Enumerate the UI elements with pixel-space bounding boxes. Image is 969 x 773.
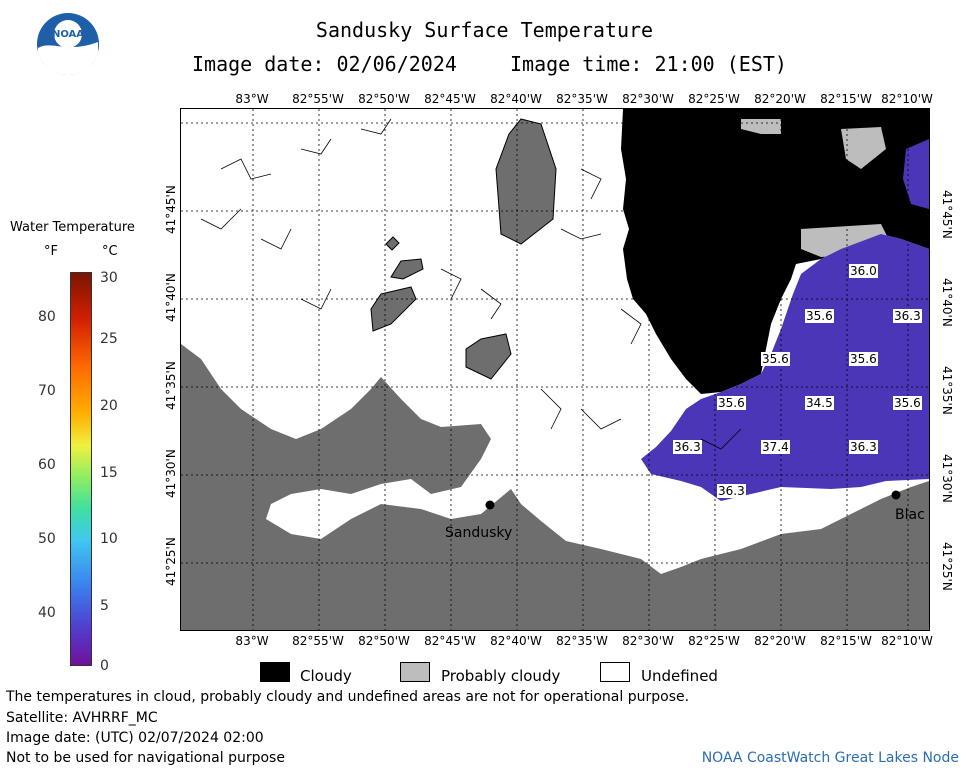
- city-marker: [891, 490, 901, 500]
- colorbar-c-tick: 10: [100, 531, 118, 547]
- lon-tick-top: 83°W: [235, 92, 269, 106]
- lon-tick-bottom: 82°55'W: [292, 634, 344, 648]
- colorbar: [70, 272, 92, 666]
- image-time: Image time: 21:00 (EST): [510, 52, 787, 76]
- lon-tick-bottom: 82°40'W: [490, 634, 542, 648]
- lon-tick-top: 82°40'W: [490, 92, 542, 106]
- lat-tick-right: 41°40'N: [940, 278, 954, 327]
- lon-tick-bottom: 82°50'W: [358, 634, 410, 648]
- lon-tick-top: 82°20'W: [754, 92, 806, 106]
- lon-tick-bottom: 82°20'W: [754, 634, 806, 648]
- lat-tick-right: 41°25'N: [940, 542, 954, 591]
- island-region: [390, 258, 424, 280]
- place-label-blac: Blac: [895, 507, 925, 523]
- lon-tick-bottom: 82°45'W: [424, 634, 476, 648]
- temp-label: 34.5: [805, 396, 834, 410]
- temp-label: 35.6: [761, 352, 790, 366]
- temp-label: 35.6: [849, 352, 878, 366]
- temp-label: 35.6: [805, 309, 834, 323]
- lon-tick-bottom: 82°30'W: [622, 634, 674, 648]
- temp-label: 36.3: [849, 440, 878, 454]
- contour-lines: [200, 118, 742, 450]
- lon-tick-bottom: 82°10'W: [881, 634, 933, 648]
- noaa-logo-text: NOAA: [52, 29, 84, 40]
- legend-swatch-undefined: [600, 662, 630, 682]
- lat-tick-right: 41°45'N: [940, 190, 954, 239]
- colorbar-f-tick: 40: [38, 605, 56, 621]
- graticule: [181, 109, 929, 630]
- legend-label-cloudy: Cloudy: [300, 667, 352, 685]
- colorbar-c-tick: 25: [100, 331, 118, 347]
- lon-tick-bottom: 83°W: [235, 634, 269, 648]
- lon-tick-bottom: 82°25'W: [688, 634, 740, 648]
- lon-tick-top: 82°45'W: [424, 92, 476, 106]
- lat-tick-left: 41°30'N: [164, 449, 178, 498]
- temp-label: 35.6: [893, 396, 922, 410]
- colorbar-c-tick: 0: [100, 658, 109, 674]
- lon-tick-bottom: 82°15'W: [820, 634, 872, 648]
- colorbar-f-tick: 60: [38, 457, 56, 473]
- colorbar-title: Water Temperature: [10, 220, 135, 235]
- footer-disclaimer: The temperatures in cloud, probably clou…: [6, 689, 690, 705]
- lon-tick-top: 82°35'W: [556, 92, 608, 106]
- lat-tick-right: 41°30'N: [940, 454, 954, 503]
- colorbar-f-tick: 70: [38, 383, 56, 399]
- lon-tick-top: 82°55'W: [292, 92, 344, 106]
- lon-tick-top: 82°25'W: [688, 92, 740, 106]
- temp-label: 35.6: [717, 396, 746, 410]
- temp-label: 37.4: [761, 440, 790, 454]
- island-region: [495, 118, 557, 245]
- footer-utc-date: Image date: (UTC) 02/07/2024 02:00: [6, 730, 264, 746]
- lat-tick-left: 41°40'N: [164, 273, 178, 322]
- land-region: [181, 344, 929, 630]
- legend-label-undefined: Undefined: [641, 667, 718, 685]
- temp-label: 36.3: [893, 309, 922, 323]
- lat-tick-left: 41°25'N: [164, 537, 178, 586]
- temp-label: 36.0: [849, 264, 878, 278]
- colorbar-unit-f: °F: [44, 244, 58, 259]
- lat-tick-left: 41°45'N: [164, 185, 178, 234]
- map-panel: Sandusky Blac 36.0 35.6 36.3 35.6 35.6 3…: [180, 108, 930, 631]
- temp-label: 36.3: [673, 440, 702, 454]
- island-region: [370, 286, 417, 332]
- colorbar-f-tick: 50: [38, 531, 56, 547]
- place-label-sandusky: Sandusky: [445, 525, 513, 541]
- lon-tick-top: 82°50'W: [358, 92, 410, 106]
- footer-satellite: Satellite: AVHRRF_MC: [6, 710, 158, 726]
- lon-tick-top: 82°30'W: [622, 92, 674, 106]
- colorbar-c-tick: 5: [100, 598, 109, 614]
- legend-swatch-cloudy: [260, 662, 290, 682]
- colorbar-unit-c: °C: [102, 244, 118, 259]
- city-marker: [485, 500, 495, 510]
- lat-tick-right: 41°35'N: [940, 366, 954, 415]
- colorbar-c-tick: 15: [100, 465, 118, 481]
- island-region: [385, 236, 400, 251]
- cold-water-region: [641, 234, 929, 501]
- legend-label-probably-cloudy: Probably cloudy: [441, 667, 561, 685]
- lon-tick-top: 82°10'W: [881, 92, 933, 106]
- cloud-region: [621, 109, 929, 394]
- colorbar-c-tick: 30: [100, 270, 118, 286]
- cold-water-region: [903, 139, 929, 209]
- lon-tick-top: 82°15'W: [820, 92, 872, 106]
- probably-cloudy-region: [841, 127, 886, 169]
- image-date: Image date: 02/06/2024: [192, 52, 457, 76]
- footer-credit: NOAA CoastWatch Great Lakes Node: [701, 750, 959, 766]
- colorbar-c-tick: 20: [100, 398, 118, 414]
- map-title: Sandusky Surface Temperature: [315, 18, 654, 42]
- lon-tick-bottom: 82°35'W: [556, 634, 608, 648]
- footer-nav-warning: Not to be used for navigational purpose: [6, 750, 285, 766]
- island-region: [465, 333, 512, 380]
- legend-swatch-probably-cloudy: [400, 662, 430, 682]
- colorbar-f-tick: 80: [38, 309, 56, 325]
- lat-tick-left: 41°35'N: [164, 361, 178, 410]
- map-svg: [181, 109, 929, 630]
- noaa-logo-icon: NOAA: [36, 12, 100, 76]
- temp-label: 36.3: [717, 484, 746, 498]
